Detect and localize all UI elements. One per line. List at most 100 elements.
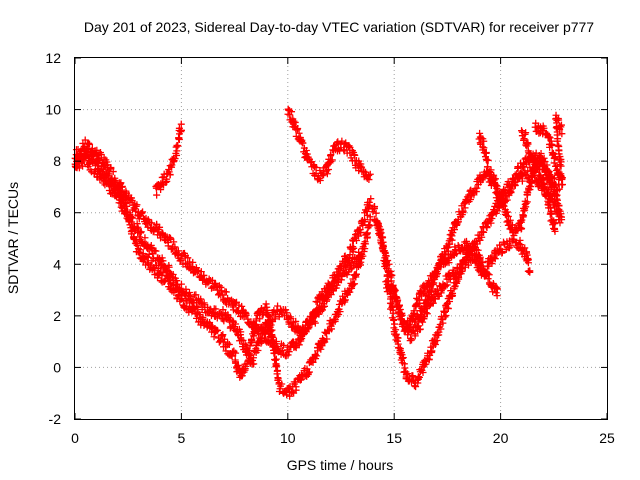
series-track-9 bbox=[407, 235, 534, 322]
data-point bbox=[186, 292, 194, 300]
data-point bbox=[171, 243, 179, 251]
data-point bbox=[555, 146, 563, 154]
data-point bbox=[292, 317, 300, 325]
data-point bbox=[443, 281, 451, 289]
data-point bbox=[544, 169, 552, 177]
data-point bbox=[170, 238, 178, 246]
data-point bbox=[365, 176, 373, 184]
data-point bbox=[152, 247, 160, 255]
data-point bbox=[159, 257, 167, 265]
data-point bbox=[323, 170, 331, 178]
data-point bbox=[366, 222, 374, 230]
data-point bbox=[162, 271, 170, 279]
data-point bbox=[524, 259, 532, 267]
data-point bbox=[177, 255, 185, 263]
series-track-12 bbox=[531, 111, 566, 189]
series-track-11 bbox=[518, 127, 559, 235]
data-point bbox=[292, 383, 300, 391]
data-point bbox=[543, 161, 551, 169]
data-point bbox=[497, 192, 505, 200]
data-point bbox=[522, 199, 530, 207]
plot-frame bbox=[74, 57, 608, 420]
data-point bbox=[355, 260, 363, 268]
x-axis-title: GPS time / hours bbox=[287, 457, 394, 473]
data-point bbox=[316, 177, 324, 185]
data-point bbox=[133, 201, 141, 209]
data-point bbox=[554, 196, 561, 204]
y-tick-label: 10 bbox=[45, 102, 61, 118]
data-point bbox=[348, 258, 356, 266]
data-point bbox=[476, 253, 484, 261]
data-point bbox=[377, 229, 385, 237]
y-tick-label: 0 bbox=[53, 359, 61, 375]
data-point bbox=[278, 380, 286, 388]
data-point bbox=[225, 341, 233, 349]
data-point bbox=[294, 125, 302, 133]
data-point bbox=[362, 240, 370, 248]
data-point bbox=[157, 186, 165, 194]
data-point bbox=[526, 268, 534, 276]
data-point bbox=[210, 333, 218, 341]
data-point bbox=[537, 150, 545, 158]
x-tick-label: 15 bbox=[386, 430, 402, 446]
data-point bbox=[117, 179, 125, 187]
data-point bbox=[232, 349, 240, 357]
data-point bbox=[442, 282, 450, 290]
data-point bbox=[182, 285, 190, 293]
data-point bbox=[558, 130, 566, 138]
data-point bbox=[362, 168, 370, 176]
data-point bbox=[397, 310, 405, 318]
data-point bbox=[423, 310, 431, 318]
data-point bbox=[408, 336, 416, 344]
data-point bbox=[546, 134, 554, 142]
data-point bbox=[367, 195, 375, 203]
data-point bbox=[384, 257, 392, 265]
data-point bbox=[258, 338, 266, 346]
data-point bbox=[126, 214, 134, 222]
data-point bbox=[318, 172, 326, 180]
data-point bbox=[557, 121, 565, 129]
data-point bbox=[323, 292, 331, 300]
data-point bbox=[558, 175, 566, 183]
data-point bbox=[356, 253, 364, 261]
data-point bbox=[419, 368, 427, 376]
data-point bbox=[284, 351, 292, 359]
data-point bbox=[517, 170, 525, 178]
data-point bbox=[188, 262, 196, 270]
data-point bbox=[412, 383, 420, 391]
data-point bbox=[79, 145, 87, 153]
data-point bbox=[331, 317, 339, 325]
data-point bbox=[317, 307, 325, 315]
data-point bbox=[250, 332, 258, 340]
data-point bbox=[336, 308, 344, 316]
data-point bbox=[351, 280, 359, 288]
data-point bbox=[177, 120, 185, 128]
data-point bbox=[174, 142, 182, 150]
data-point bbox=[549, 181, 557, 189]
data-point bbox=[317, 345, 325, 353]
data-point bbox=[409, 372, 417, 380]
data-point bbox=[333, 281, 341, 289]
data-point bbox=[521, 244, 529, 252]
data-point bbox=[116, 193, 124, 201]
data-point bbox=[327, 151, 335, 159]
data-point bbox=[271, 350, 279, 358]
data-point bbox=[415, 373, 423, 381]
data-point bbox=[217, 283, 225, 291]
data-point bbox=[259, 329, 267, 337]
data-point bbox=[528, 153, 536, 161]
data-point bbox=[254, 347, 262, 355]
data-point bbox=[523, 198, 531, 206]
data-point bbox=[540, 154, 548, 162]
data-point bbox=[165, 276, 173, 284]
data-point bbox=[352, 270, 360, 278]
data-point bbox=[258, 330, 266, 338]
x-tick-label: 5 bbox=[178, 430, 186, 446]
data-point bbox=[478, 233, 486, 241]
data-point bbox=[205, 275, 213, 283]
data-point bbox=[553, 137, 561, 145]
data-point bbox=[136, 246, 144, 254]
data-point bbox=[366, 201, 374, 209]
data-point bbox=[314, 347, 322, 355]
